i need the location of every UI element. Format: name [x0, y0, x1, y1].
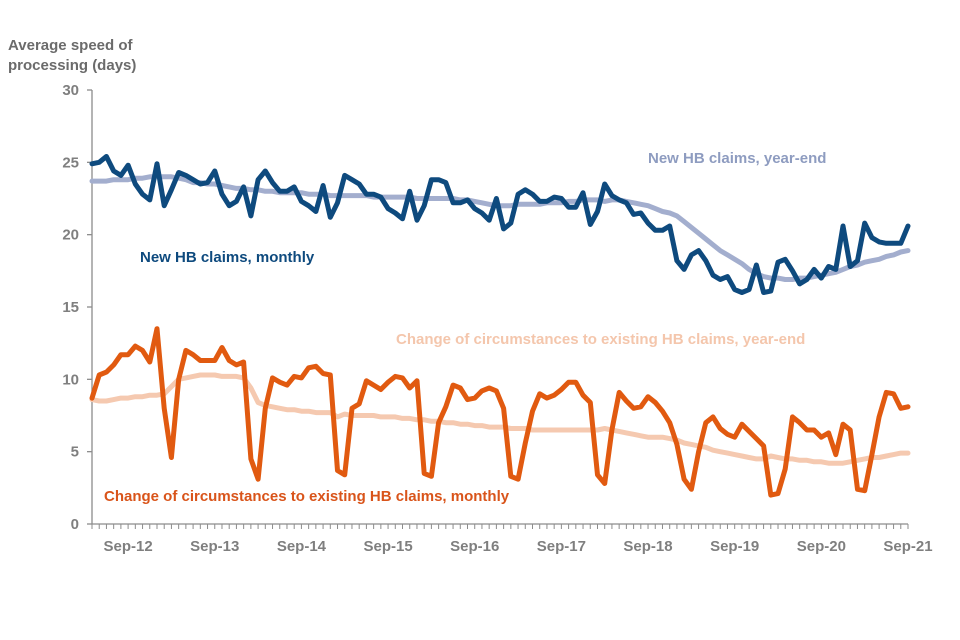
x-tick-label: Sep-18	[623, 538, 672, 555]
y-tick-label: 20	[62, 227, 79, 244]
x-tick-label: Sep-19	[710, 538, 759, 555]
series-line-new-hb-claims-monthly	[89, 154, 911, 295]
series-label: Change of circumstances to existing HB c…	[396, 331, 805, 348]
x-tick-label: Sep-20	[797, 538, 846, 555]
y-tick-label: 0	[71, 516, 79, 533]
y-tick-label: 5	[71, 444, 79, 461]
series-label: New HB claims, monthly	[140, 249, 315, 266]
x-tick-label: Sep-12	[104, 538, 153, 555]
x-tick-label: Sep-17	[537, 538, 586, 555]
x-tick-label: Sep-15	[363, 538, 412, 555]
y-tick-label: 15	[62, 299, 79, 316]
x-tick-label: Sep-16	[450, 538, 499, 555]
series-line-change-of-circumstances-to-existing-hb-claims-year-end	[89, 372, 911, 466]
y-axis-title-line-1: Average speed of	[8, 37, 133, 54]
y-axis-title-line-2: processing (days)	[8, 57, 137, 74]
x-tick-label: Sep-21	[883, 538, 932, 555]
series-label: Change of circumstances to existing HB c…	[104, 488, 510, 505]
y-tick-label: 30	[62, 82, 79, 99]
x-tick-label: Sep-13	[190, 538, 239, 555]
series-line-change-of-circumstances-to-existing-hb-claims-monthly	[89, 326, 911, 498]
y-tick-label: 25	[62, 154, 79, 171]
y-axis-title: Average speed of processing (days)	[8, 36, 136, 76]
y-tick-label: 10	[62, 371, 79, 388]
x-tick-label: Sep-14	[277, 538, 327, 555]
series-label: New HB claims, year-end	[648, 150, 826, 167]
